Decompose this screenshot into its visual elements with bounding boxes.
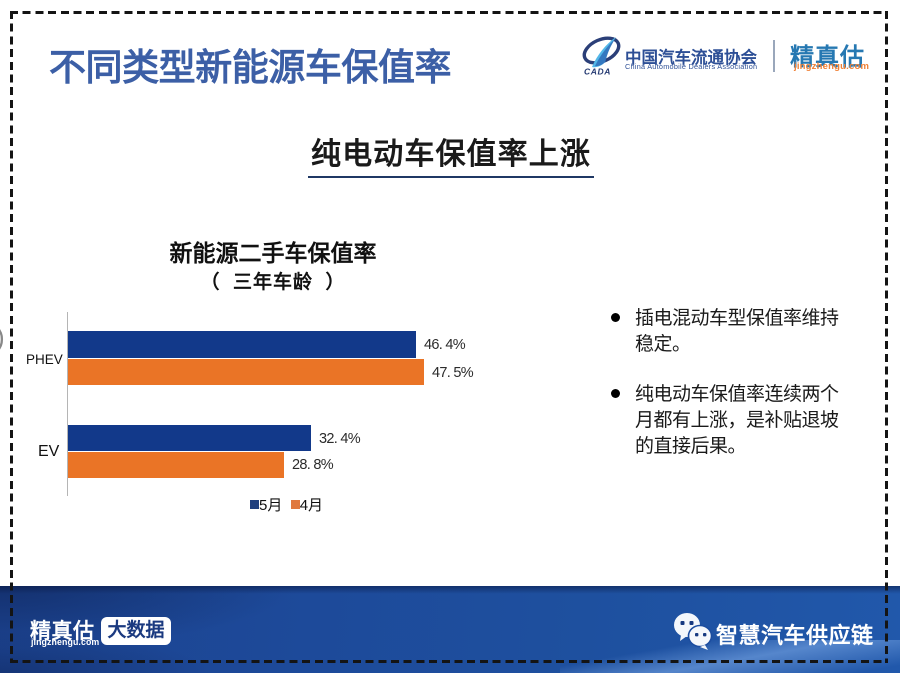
svg-text:CADA: CADA: [584, 67, 611, 77]
